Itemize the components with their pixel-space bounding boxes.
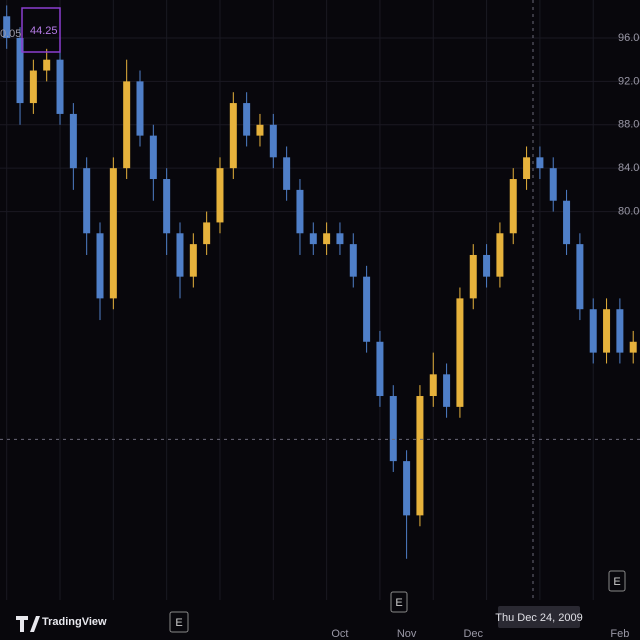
candle-body xyxy=(469,254,477,299)
logo-icon xyxy=(16,616,40,632)
y-tick-label: 96.00 xyxy=(618,32,640,44)
candle-body xyxy=(163,179,171,234)
price-box xyxy=(21,7,61,53)
candle-body xyxy=(629,341,637,353)
candle-body xyxy=(109,168,117,299)
candle-body xyxy=(83,168,91,234)
y-tick-label: 80.00 xyxy=(618,205,640,217)
x-tick-label: Dec xyxy=(463,628,483,640)
candle-body xyxy=(363,276,371,342)
candle-body xyxy=(536,157,544,169)
event-label: E xyxy=(175,617,182,629)
candle-body xyxy=(96,233,104,299)
event-box xyxy=(390,591,408,613)
y-tick-label: 84.00 xyxy=(618,162,640,174)
candle-body xyxy=(149,135,157,180)
candle-body xyxy=(456,298,464,407)
price-label: 0.05 xyxy=(0,28,21,40)
event-marker[interactable]: E xyxy=(390,591,408,613)
candle-body xyxy=(576,244,584,310)
price-label: 44.25 xyxy=(30,25,58,37)
candle-body xyxy=(176,233,184,277)
y-tick-label: 88.00 xyxy=(618,119,640,131)
crosshair-date-box xyxy=(498,606,580,628)
candle-body xyxy=(616,309,624,353)
event-marker[interactable]: E xyxy=(608,570,626,592)
event-marker[interactable]: E xyxy=(169,611,189,633)
candle-body xyxy=(136,81,144,136)
candle-body xyxy=(29,70,37,104)
candle-body xyxy=(323,233,331,245)
candle-body xyxy=(443,374,451,407)
candle-body xyxy=(229,103,237,169)
candle-body xyxy=(603,309,611,353)
candle-body xyxy=(376,341,384,397)
crosshair-date: Thu Dec 24, 2009 xyxy=(495,612,582,624)
candle-body xyxy=(16,37,24,104)
candle-body xyxy=(589,309,597,353)
candle-body xyxy=(416,396,424,516)
brand-name: TradingView xyxy=(42,616,107,628)
x-tick-label: Nov xyxy=(397,628,417,640)
candle-body xyxy=(189,244,197,277)
brand-logo[interactable]: TradingView xyxy=(16,616,107,632)
candle-body xyxy=(509,179,517,234)
candle-body xyxy=(256,124,264,136)
candle-body xyxy=(496,233,504,277)
candle-body xyxy=(243,103,251,136)
candles xyxy=(3,5,637,559)
candle-body xyxy=(403,461,411,516)
candle-body xyxy=(123,81,131,169)
candle-body xyxy=(69,113,77,169)
event-label: E xyxy=(395,597,402,609)
candle-body xyxy=(216,168,224,223)
candle-body xyxy=(43,59,51,71)
candle-body xyxy=(349,244,357,277)
candle-body xyxy=(483,254,491,277)
event-label: E xyxy=(613,576,620,588)
candle-body xyxy=(56,59,64,114)
event-box xyxy=(608,570,626,592)
event-box xyxy=(169,611,189,633)
candle-body xyxy=(269,124,277,158)
candle-body xyxy=(563,200,571,245)
candle-body xyxy=(203,222,211,245)
candle-body xyxy=(309,233,317,245)
candle-body xyxy=(523,157,531,180)
candle-body xyxy=(3,16,11,38)
y-tick-label: 92.00 xyxy=(618,75,640,87)
candle-body xyxy=(389,396,397,462)
candle-body xyxy=(429,374,437,397)
candle-body xyxy=(283,157,291,190)
x-tick-label: Oct xyxy=(331,628,348,640)
candle-body xyxy=(296,189,304,234)
x-tick-label: Feb xyxy=(610,628,629,640)
candle-body xyxy=(549,168,557,201)
candle-body xyxy=(336,233,344,245)
